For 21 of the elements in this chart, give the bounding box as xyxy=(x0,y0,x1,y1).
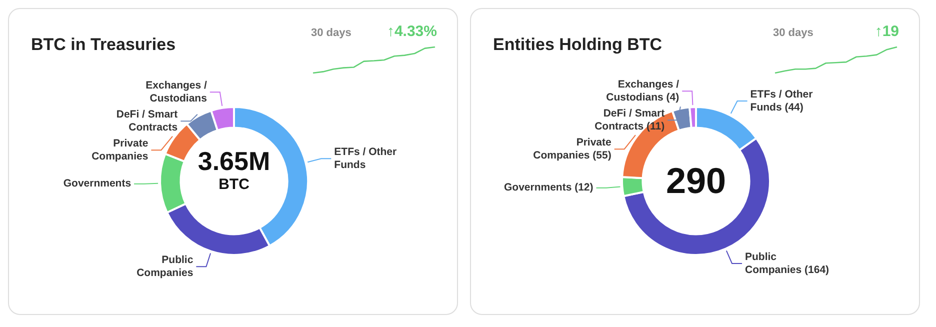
slice-label: Public Companies (164) xyxy=(745,250,830,276)
text: ↑19 xyxy=(874,23,899,40)
slice-label: ETFs / Other Funds (44) xyxy=(750,88,813,114)
slice-label: ETFs / Other Funds xyxy=(334,146,397,172)
chart-subtitle: 30 days xyxy=(773,27,814,39)
text: 290 xyxy=(664,159,728,203)
slice-label: Private Companies xyxy=(92,138,148,162)
slice-label: Exchanges / Custodians xyxy=(146,80,208,104)
slice-label: Governments xyxy=(63,178,132,190)
text: BTC xyxy=(218,176,250,194)
slice-label: Public Companies xyxy=(136,254,194,279)
chart-subtitle: 30 days xyxy=(311,27,352,39)
slice-label: Private Companies (55) xyxy=(533,136,612,162)
chart-title: Entities Holding BTC xyxy=(493,35,662,55)
chart-title: BTC in Treasuries xyxy=(31,35,176,55)
slice-label: Governments (12) xyxy=(504,182,594,194)
legend-label: DeFi / Smart Contracts (11) xyxy=(594,107,666,132)
slice-label: DeFi / Smart Contracts xyxy=(116,108,178,134)
text: 3.65M xyxy=(196,146,272,176)
slice-label: Exchanges / Custodians (4) xyxy=(606,78,680,104)
text: ↑4.33% xyxy=(386,23,437,40)
